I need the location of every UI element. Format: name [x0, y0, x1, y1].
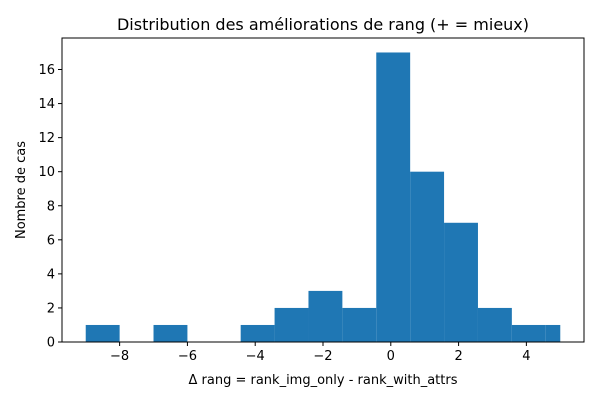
- y-tick-label: 14: [38, 97, 55, 112]
- histogram-bar: [477, 307, 512, 342]
- x-tick-label: −6: [178, 349, 197, 364]
- x-tick-label: −8: [110, 349, 129, 364]
- x-tick-label: 4: [522, 349, 530, 364]
- y-tick-label: 10: [38, 165, 55, 180]
- histogram-bar: [274, 307, 309, 342]
- x-tick-label: 2: [454, 349, 462, 364]
- histogram-bar: [153, 324, 188, 342]
- histogram-bar: [342, 307, 377, 342]
- ticks-layer: −8 −6 −4 −2 0 2 4 0 2 4 6 8 10 12 14 16: [38, 63, 530, 364]
- y-tick-label: 2: [47, 301, 55, 316]
- histogram-bar: [376, 52, 411, 342]
- histogram-bar: [511, 324, 546, 342]
- x-axis-label: Δ rang = rank_img_only - rank_with_attrs: [189, 373, 458, 388]
- histogram-bar: [308, 290, 343, 342]
- y-tick-label: 12: [38, 131, 55, 146]
- y-axis-label: Nombre de cas: [14, 141, 29, 239]
- histogram-bar: [85, 324, 120, 342]
- plot-frame: [61, 37, 585, 343]
- chart-title: Distribution des améliorations de rang (…: [117, 15, 529, 34]
- y-tick-label: 4: [47, 267, 55, 282]
- x-tick-label: 0: [387, 349, 395, 364]
- histogram-bar: [444, 222, 478, 342]
- x-tick-label: −2: [313, 349, 332, 364]
- y-tick-label: 8: [47, 199, 55, 214]
- histogram-bar: [545, 324, 561, 342]
- bars-layer: [85, 52, 561, 342]
- histogram-bar: [240, 324, 275, 342]
- y-tick-label: 6: [47, 233, 55, 248]
- y-tick-label: 16: [38, 63, 55, 78]
- x-tick-label: −4: [246, 349, 265, 364]
- histogram-bar: [410, 171, 445, 342]
- y-tick-label: 0: [47, 336, 55, 351]
